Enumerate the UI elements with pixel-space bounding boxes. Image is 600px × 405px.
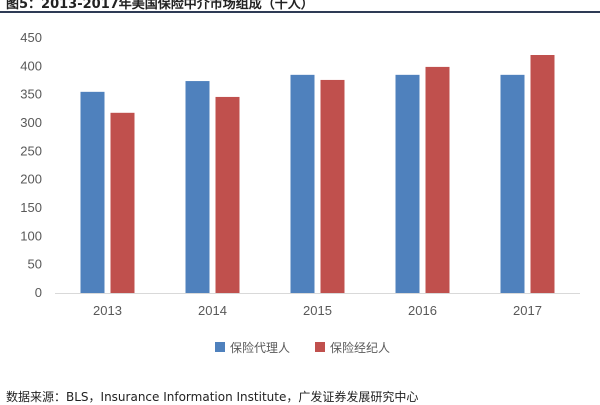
x-tick-label: 2013 [93,303,122,318]
x-tick-label: 2015 [303,303,332,318]
x-tick-label: 2017 [513,303,542,318]
bar-2016-series-1 [425,66,450,294]
chart-title: 图5：2013-2017年美国保险中介市场组成（千人） [6,0,314,12]
legend-swatch [215,342,225,352]
y-tick-label: 450 [20,30,42,45]
bar-2017-series-0 [500,74,525,293]
title-rule [0,11,600,13]
bar-2013-series-1 [110,112,135,293]
bar-2015-series-0 [290,74,315,293]
y-tick-label: 150 [20,200,42,215]
bars [80,55,555,294]
bar-2014-series-0 [185,81,210,293]
y-tick-label: 250 [20,143,42,158]
bar-2015-series-1 [320,79,345,293]
x-tick-label: 2016 [408,303,437,318]
y-tick-label: 100 [20,228,42,243]
x-tick-label: 2014 [198,303,227,318]
bar-2017-series-1 [530,55,555,293]
x-axis: 2013 2014 2015 2016 2017 [93,303,542,318]
y-tick-label: 300 [20,115,42,130]
y-tick-label: 0 [35,285,42,300]
source-note: 数据来源：BLS，Insurance Information Institute… [6,390,419,404]
y-tick-label: 400 [20,58,42,73]
legend-label: 保险经纪人 [330,340,390,355]
y-axis: 0 50 100 150 200 250 300 350 400 450 [20,30,42,300]
bar-2014-series-1 [215,96,240,293]
legend-label: 保险代理人 [230,340,290,355]
bar-2016-series-0 [395,74,420,293]
legend-swatch [315,342,325,352]
legend: 保险代理人 保险经纪人 [215,340,390,355]
y-tick-label: 200 [20,172,42,187]
y-tick-label: 50 [28,257,42,272]
bar-2013-series-0 [80,91,105,293]
y-tick-label: 350 [20,87,42,102]
